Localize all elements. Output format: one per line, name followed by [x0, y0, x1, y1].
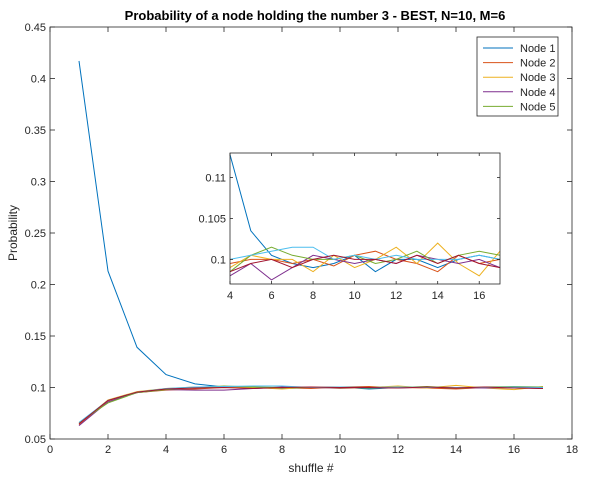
main-x-tick-label: 14	[450, 444, 462, 456]
main-y-tick-label: 0.4	[31, 74, 46, 86]
main-y-tick-label: 0.45	[25, 22, 46, 34]
main-y-tick-label: 0.2	[31, 280, 46, 292]
main-series-lines	[78, 60, 544, 426]
inset-y-axis-ticks: 0.1 0.105 0.11	[198, 173, 500, 266]
main-x-tick-label: 12	[392, 444, 404, 456]
inset-series-line-7	[229, 254, 501, 273]
main-x-tick-label: 16	[508, 444, 520, 456]
main-x-axis-ticks: 0 2 4 6 8 10 12 14 16 18	[47, 27, 578, 456]
main-y-axis-ticks: 0.05 0.1 0.15 0.2 0.25 0.3 0.35 0.4 0.45	[25, 22, 572, 446]
main-y-tick-label: 0.35	[25, 125, 46, 137]
main-x-tick-label: 2	[105, 444, 111, 456]
main-x-tick-label: 8	[279, 444, 285, 456]
main-y-tick-label: 0.3	[31, 177, 46, 189]
legend-box	[476, 36, 559, 117]
main-y-tick-label: 0.15	[25, 331, 46, 343]
inset-x-tick-label: 8	[310, 290, 316, 302]
legend-label-5: Node 5	[520, 101, 555, 113]
legend-label-4: Node 4	[520, 87, 555, 99]
main-y-tick-label: 0.25	[25, 228, 46, 240]
inset-x-tick-label: 12	[390, 290, 402, 302]
inset-x-axis-ticks: 4 6 8 10 12 14 16	[227, 153, 485, 302]
legend: Node 1 Node 2 Node 3 Node 4 Node 5	[476, 36, 559, 117]
inset-series-lines	[229, 154, 501, 281]
main-y-tick-label: 0.05	[25, 434, 46, 446]
inset-series-line-3	[229, 242, 501, 277]
main-x-tick-label: 6	[221, 444, 227, 456]
inset-x-tick-label: 10	[348, 290, 360, 302]
main-x-tick-label: 18	[566, 444, 578, 456]
inset-x-tick-label: 16	[473, 290, 485, 302]
main-series-line-7	[78, 386, 544, 424]
inset-plot-area	[230, 153, 500, 284]
inset-y-tick-label: 0.11	[205, 173, 226, 185]
x-axis-label: shuffle #	[288, 461, 333, 475]
inset-x-tick-label: 4	[227, 290, 233, 302]
main-x-tick-label: 10	[334, 444, 346, 456]
inset-x-tick-label: 6	[268, 290, 274, 302]
legend-label-2: Node 2	[520, 58, 555, 70]
inset-y-tick-label: 0.1	[211, 254, 226, 266]
inset-x-tick-label: 14	[432, 290, 444, 302]
inset-y-tick-label: 0.105	[198, 214, 226, 226]
inset-series-line-6	[229, 246, 501, 260]
legend-label-1: Node 1	[520, 43, 555, 55]
inset-series-line-2	[229, 250, 501, 273]
inset-series-line-4	[229, 254, 501, 281]
legend-items: Node 1 Node 2 Node 3 Node 4 Node 5	[483, 43, 555, 113]
inset-plot: 4 6 8 10 12 14 16 0.1 0.105 0.11	[198, 152, 501, 302]
main-y-tick-label: 0.1	[31, 383, 46, 395]
legend-label-3: Node 3	[520, 72, 555, 84]
chart-title: Probability of a node holding the number…	[125, 8, 506, 23]
main-x-tick-label: 0	[47, 444, 53, 456]
main-x-tick-label: 4	[163, 444, 169, 456]
y-axis-label: Probability	[6, 205, 20, 261]
